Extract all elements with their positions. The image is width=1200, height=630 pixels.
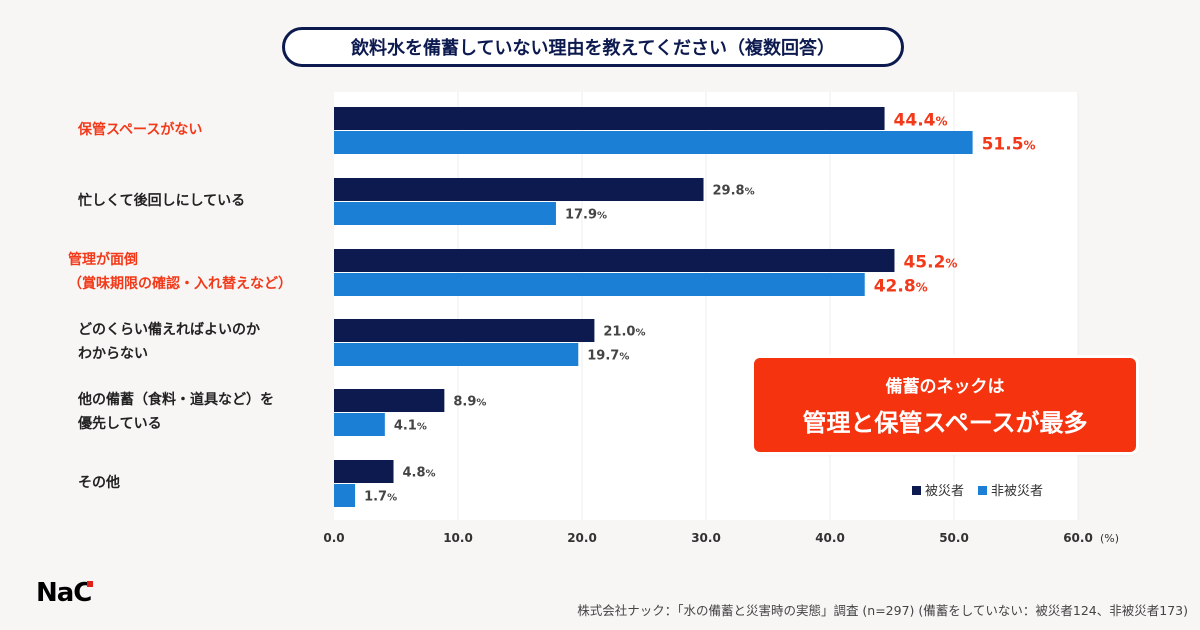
data-label: 8.9% bbox=[453, 395, 486, 410]
bar-non-victim bbox=[334, 413, 385, 436]
callout-line1: 備蓄のネックは bbox=[885, 377, 1005, 397]
category-label-line: 保管スペースがない bbox=[78, 122, 203, 138]
bar-victim bbox=[334, 249, 895, 272]
bar-victim bbox=[334, 319, 595, 342]
category-label-line: 他の備蓄（食料・道具など）を bbox=[78, 392, 274, 408]
bar-non-victim bbox=[334, 202, 556, 225]
data-label: 17.9% bbox=[565, 208, 607, 223]
category-label-line: その他 bbox=[78, 475, 120, 491]
x-unit-label: (%) bbox=[1100, 532, 1119, 545]
category-label-line: どのくらい備えればよいのか bbox=[78, 322, 260, 338]
x-tick-label: 40.0 bbox=[815, 531, 845, 545]
source-note: 株式会社ナック：「水の備蓄と災害時の実態」調査 (n=297) (備蓄をしていな… bbox=[577, 603, 1188, 618]
category-label: 保管スペースがない bbox=[78, 118, 202, 142]
callout-line2: 管理と保管スペースが最多 bbox=[802, 409, 1088, 437]
data-label: 21.0% bbox=[603, 325, 645, 340]
legend-label: 被災者 bbox=[925, 484, 965, 499]
x-tick-label: 50.0 bbox=[939, 531, 969, 545]
bar-victim bbox=[334, 107, 885, 130]
x-tick-label: 10.0 bbox=[443, 531, 473, 545]
x-tick-label: 60.0 bbox=[1063, 531, 1093, 545]
legend-item-1: 非被災者 bbox=[978, 480, 1043, 499]
category-label-line: 忙しくて後回しにしている bbox=[78, 193, 246, 209]
data-label: 51.5% bbox=[982, 135, 1036, 155]
legend: 被災者 非被災者 bbox=[912, 480, 1043, 499]
data-label: 42.8% bbox=[874, 277, 928, 297]
data-label: 44.4% bbox=[894, 111, 948, 131]
bar-non-victim bbox=[334, 343, 579, 366]
legend-label: 非被災者 bbox=[991, 484, 1044, 499]
nac-logo: NaC bbox=[36, 578, 94, 608]
x-tick-label: 20.0 bbox=[567, 531, 597, 545]
data-label: 29.8% bbox=[713, 184, 755, 199]
category-label-line: （賞味期限の確認・入れ替えなど） bbox=[68, 276, 292, 292]
bar-victim bbox=[334, 389, 445, 412]
category-label: どのくらい備えればよいのか わからない bbox=[78, 318, 260, 366]
data-label: 4.1% bbox=[394, 419, 427, 434]
x-tick-label: 0.0 bbox=[323, 531, 344, 545]
bar-non-victim bbox=[334, 273, 865, 296]
legend-item-0: 被災者 bbox=[912, 480, 964, 499]
bar-victim bbox=[334, 178, 704, 201]
bar-non-victim bbox=[334, 131, 973, 154]
x-tick-label: 30.0 bbox=[691, 531, 721, 545]
category-label: 他の備蓄（食料・道具など）を 優先している bbox=[78, 388, 274, 436]
category-label: 忙しくて後回しにしている bbox=[78, 189, 245, 213]
data-label: 45.2% bbox=[903, 253, 957, 273]
category-label: その他 bbox=[78, 471, 120, 495]
category-label-line: 管理が面倒 bbox=[68, 252, 138, 268]
category-label: 管理が面倒 （賞味期限の確認・入れ替えなど） bbox=[68, 248, 292, 296]
category-label-line: わからない bbox=[78, 346, 148, 362]
chart-title: 飲料水を備蓄していない理由を教えてください（複数回答） bbox=[282, 27, 904, 67]
data-label: 1.7% bbox=[364, 490, 397, 505]
bar-non-victim bbox=[334, 484, 356, 507]
legend-swatch bbox=[978, 486, 988, 495]
legend-swatch bbox=[912, 486, 921, 495]
data-label: 19.7% bbox=[587, 349, 629, 364]
callout-box: 備蓄のネックは 管理と保管スペースが最多 bbox=[754, 358, 1136, 452]
data-label: 4.8% bbox=[403, 466, 436, 481]
bar-victim bbox=[334, 460, 394, 483]
category-label-line: 優先している bbox=[78, 416, 162, 432]
